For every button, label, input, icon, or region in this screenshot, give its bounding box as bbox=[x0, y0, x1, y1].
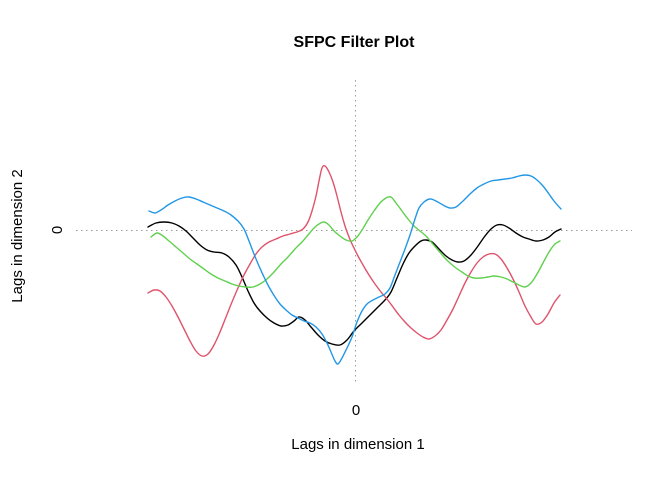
y-axis-label: Lags in dimension 2 bbox=[9, 169, 26, 302]
x-axis-tick-zero: 0 bbox=[352, 402, 360, 419]
series-line-red bbox=[147, 164, 561, 357]
series-line-blue bbox=[148, 174, 562, 365]
series-line-green bbox=[150, 195, 561, 288]
series-lines bbox=[147, 164, 562, 365]
y-axis-tick-zero: 0 bbox=[49, 226, 66, 234]
chart-title: SFPC Filter Plot bbox=[294, 34, 416, 51]
x-axis-label: Lags in dimension 1 bbox=[291, 436, 424, 453]
series-line-black bbox=[147, 221, 562, 346]
